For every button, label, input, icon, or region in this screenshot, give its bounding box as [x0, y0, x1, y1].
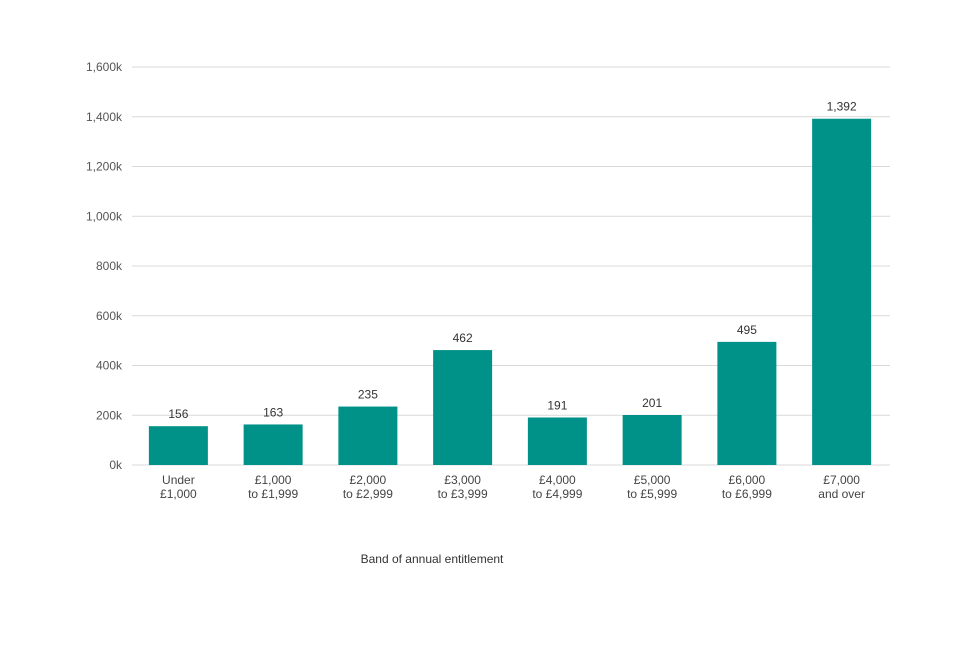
bar: [148, 426, 208, 465]
x-tick-label: £4,000 to £4,999: [532, 473, 582, 501]
x-tick-label: £2,000 to £2,999: [343, 473, 393, 501]
bar: [812, 118, 872, 466]
x-axis-label: Band of annual entitlement: [361, 552, 504, 566]
y-tick-label: 200k: [96, 408, 123, 422]
y-tick-label: 1,000k: [86, 209, 123, 223]
data-label: 191: [547, 398, 567, 412]
y-tick-label: 0k: [109, 458, 123, 472]
data-label: 495: [737, 323, 757, 337]
x-tick-label: £3,000 to £3,999: [438, 473, 488, 501]
y-tick-label: 1,400k: [86, 110, 123, 124]
data-label: 462: [453, 331, 473, 345]
bar: [622, 415, 682, 465]
data-label: 201: [642, 396, 662, 410]
data-label: 235: [358, 388, 378, 402]
x-tick-label: £5,000 to £5,999: [627, 473, 677, 501]
x-tick-label: Under £1,000: [160, 473, 197, 501]
x-tick-label: £7,000 and over: [818, 473, 865, 501]
y-tick-label: 600k: [96, 309, 123, 323]
y-tick-label: 400k: [96, 359, 123, 373]
bar: [717, 341, 777, 465]
bar: [243, 424, 303, 465]
bar: [338, 406, 398, 465]
y-tick-label: 1,600k: [86, 60, 123, 74]
data-label: 156: [168, 407, 188, 421]
bar: [433, 350, 493, 465]
data-label: 163: [263, 405, 283, 419]
x-tick-label: £6,000 to £6,999: [722, 473, 772, 501]
y-tick-label: 800k: [96, 259, 123, 273]
x-tick-label: £1,000 to £1,999: [248, 473, 298, 501]
data-label: 1,392: [827, 100, 857, 114]
y-tick-label: 1,200k: [86, 160, 123, 174]
bar: [527, 417, 587, 465]
